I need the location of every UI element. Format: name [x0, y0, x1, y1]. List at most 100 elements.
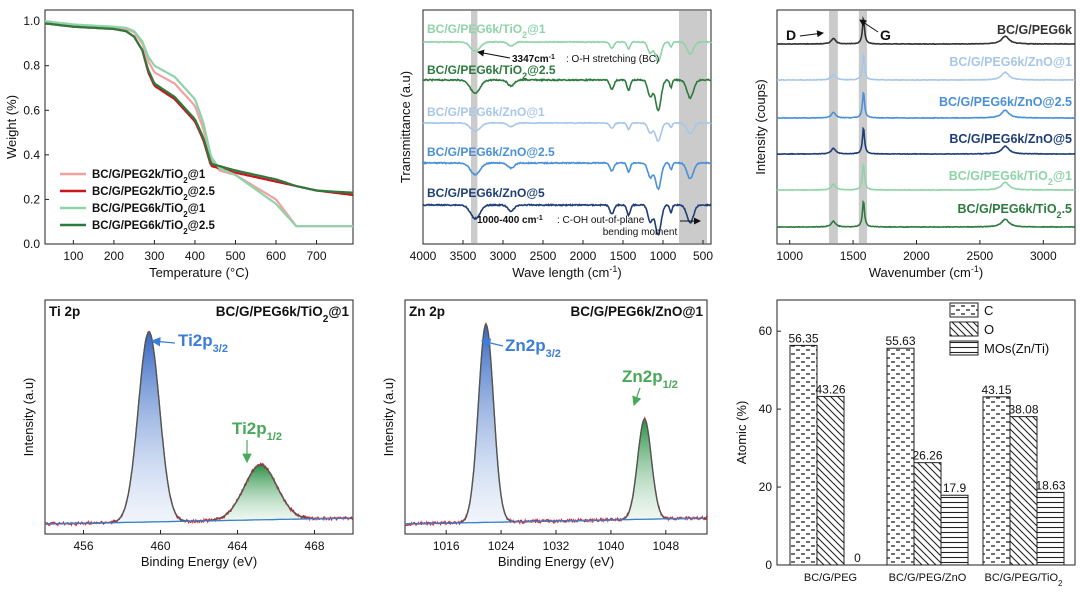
xps-ti-plot-frame [44, 299, 354, 535]
atomic-data-label: 18.63 [1035, 478, 1065, 492]
ftir-x-tick-label: 3000 [490, 249, 517, 263]
tga-legend-label: BC/G/PEG2k/TiO2@2.5 [92, 186, 215, 202]
raman-series-line [776, 162, 1076, 192]
atomic-y-tick-label: 60 [759, 324, 773, 338]
atomic-legend-label: C [984, 303, 993, 318]
ftir-x-tick-label: 500 [693, 249, 713, 263]
ftir-series-line [422, 202, 712, 236]
atomic-data-label: 38.08 [1008, 403, 1038, 417]
xps-zn-title: Zn 2p [409, 304, 445, 319]
ftir-x-tick-label: 3500 [450, 249, 477, 263]
raman-series-label: BC/G/PEG6k/ZnO@1 [949, 55, 1072, 69]
tga-x-axis-label: Temperature (°C) [149, 265, 249, 280]
xps-ti-peak-area [45, 464, 353, 524]
xps-ti-x-tick-label: 456 [73, 539, 93, 553]
atomic-category-label: BC/G/PEG/ZnO [889, 572, 967, 584]
raman-peak-label: G [880, 27, 891, 43]
raman-series-line [776, 15, 1076, 46]
ftir-series-label: BC/G/PEG6k/TiO2@2.5 [427, 63, 556, 81]
tga-x-tick-label: 600 [266, 249, 286, 263]
atomic-bar [886, 347, 915, 566]
raman-series-label: BC/G/PEG6k/ZnO@2.5 [939, 95, 1072, 109]
xps-ti-baseline [44, 517, 350, 525]
tga-legend-label: BC/G/PEG6k/TiO2@2.5 [92, 220, 215, 236]
atomic-legend-swatch [949, 302, 979, 318]
ftir-annotation-lead: 1000-400 cm-1 [477, 215, 543, 227]
xps-ti-peak-fit [45, 464, 353, 525]
ftir-x-tick-label: 1000 [650, 249, 677, 263]
raman-peak-arrow [859, 19, 879, 33]
xps-ti-y-axis-label: Intensity (a.u) [21, 378, 36, 457]
atomic-data-label: 56.35 [788, 331, 818, 345]
atomic-data-label: 43.26 [815, 382, 845, 396]
raman-x-tick-label: 1500 [840, 249, 867, 263]
tga-plot-frame [44, 9, 354, 245]
xps-zn-peak-area [405, 419, 707, 524]
xps-zn-plot-frame [404, 299, 708, 535]
tga-legend-label: BC/G/PEG2k/TiO2@1 [92, 169, 206, 185]
raman-series-label: BC/G/PEG6k [997, 23, 1072, 37]
tga-x-tick-label: 400 [185, 249, 205, 263]
tga-x-tick-label: 700 [307, 249, 327, 263]
tga-y-tick-label: 0.2 [23, 192, 40, 206]
tga-series-line [44, 20, 353, 228]
ftir-x-tick-label: 4000 [410, 249, 437, 263]
xps-ti-x-tick-label: 468 [304, 539, 324, 553]
ftir-plot-frame [422, 9, 712, 245]
atomic-y-tick-label: 40 [759, 402, 773, 416]
atomic-bar [940, 494, 969, 566]
ftir-series-line [423, 161, 712, 191]
tga-y-tick-label: 0.0 [23, 237, 40, 251]
xps-ti-envelope [45, 331, 353, 525]
tga-y-tick-label: 0.8 [23, 59, 40, 73]
raman-series-line [777, 199, 1076, 229]
tga-x-tick-label: 300 [144, 249, 164, 263]
ftir-series-label: BC/G/PEG6k/ZnO@2.5 [427, 145, 555, 159]
ftir-x-tick-label: 2000 [570, 249, 597, 263]
atomic-y-tick-label: 20 [759, 480, 773, 494]
ftir-band [471, 11, 478, 243]
raman-plot-frame [776, 9, 1076, 245]
atomic-bar [1009, 416, 1038, 566]
tga-x-tick-label: 500 [225, 249, 245, 263]
tga-x-tick-label: 200 [104, 249, 124, 263]
atomic-data-label: 55.63 [885, 334, 915, 348]
raman-peak-label: D [786, 27, 796, 43]
xps-zn-peak-label: Zn2p3/2 [505, 336, 561, 360]
raman-series-label: BC/G/PEG6k/ZnO@5 [949, 132, 1072, 146]
xps-ti-peak-label: Ti2p3/2 [178, 331, 228, 355]
raman-x-tick-label: 1000 [776, 249, 803, 263]
xps-zn-x-tick-label: 1016 [433, 539, 460, 553]
ftir-x-tick-label: 2500 [530, 249, 557, 263]
xps-zn-x-tick-label: 1032 [543, 539, 570, 553]
atomic-bar [913, 462, 942, 566]
raman-y-axis-label: Intensity (coups) [753, 79, 768, 174]
xps-ti-peak-label: Ti2p1/2 [232, 419, 282, 443]
raman-series-label: BC/G/PEG6k/TiO2@1 [949, 169, 1072, 187]
xps-ti-sample-label: BC/G/PEG6k/TiO2@1 [216, 304, 350, 325]
ftir-series-label: BC/G/PEG6k/TiO2@1 [427, 22, 546, 40]
raman-series-line [776, 91, 1076, 120]
xps-zn-x-tick-label: 1048 [652, 539, 679, 553]
xps-zn-peak-label-arrow [480, 338, 504, 348]
raman-x-tick-label: 3000 [1030, 249, 1057, 263]
atomic-y-tick-label: 0 [765, 558, 772, 572]
xps-zn-x-tick-label: 1024 [488, 539, 515, 553]
tga-series-line [44, 22, 354, 194]
ftir-series-line [422, 77, 712, 112]
raman-x-axis-label: Wavenumber (cm-1) [869, 264, 983, 280]
xps-zn-x-axis-label: Binding Energy (eV) [498, 554, 614, 569]
xps-ti-x-tick-label: 464 [227, 539, 247, 553]
atomic-legend-label: MOs(Zn/Ti) [984, 341, 1049, 356]
atomic-data-label: 26.26 [912, 449, 942, 463]
ftir-series-line [422, 121, 712, 142]
xps-zn-peak-fit [405, 418, 707, 525]
raman-series-label: BC/G/PEG6k/TiO2.5 [957, 202, 1072, 220]
atomic-bar [1036, 491, 1065, 566]
tga-y-axis-label: Weight (%) [4, 95, 19, 159]
atomic-category-label: BC/G/PEG/TiO2 [984, 572, 1063, 587]
xps-ti-title: Ti 2p [49, 304, 80, 319]
tga-y-tick-label: 0.6 [23, 103, 40, 117]
xps-ti-peak-label-arrow [150, 336, 176, 347]
